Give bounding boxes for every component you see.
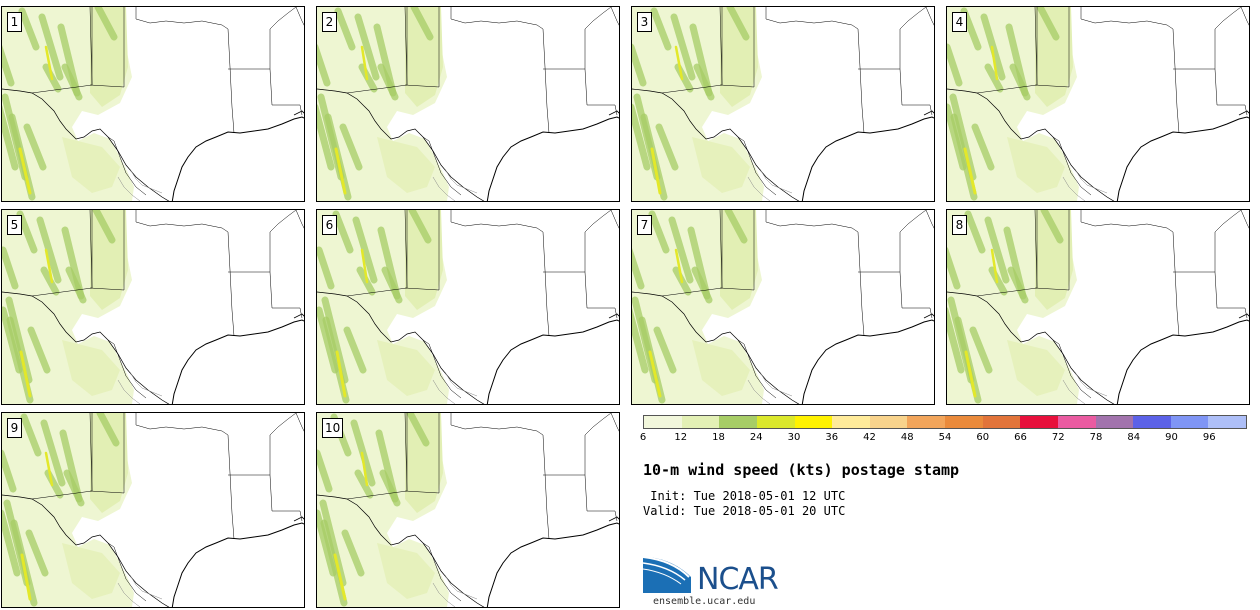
wind-map — [632, 7, 934, 201]
colorbar-segment — [644, 416, 682, 428]
colorbar-segment — [1133, 416, 1171, 428]
colorbar-tick-label: 6 — [639, 432, 647, 443]
member-label: 7 — [637, 215, 652, 235]
colorbar-segment — [1057, 416, 1096, 428]
colorbar-segment — [719, 416, 757, 428]
colorbar-segment — [945, 416, 983, 428]
wind-map — [2, 7, 304, 201]
colorbar-tick-label: 24 — [749, 432, 763, 443]
colorbar-segment — [1095, 416, 1134, 428]
wind-map — [2, 413, 304, 607]
colorbar-tick-label: 72 — [1051, 432, 1065, 443]
colorbar-tick-label: 78 — [1089, 432, 1103, 443]
ncar-wordmark: NCAR — [697, 562, 779, 597]
colorbar-segment — [1020, 416, 1058, 428]
member-panel: 6 — [316, 209, 620, 405]
wind-map — [947, 7, 1249, 201]
member-label: 3 — [637, 12, 652, 32]
member-label: 5 — [7, 215, 22, 235]
ncar-logo-icon — [643, 556, 691, 593]
valid-time: Valid: Tue 2018-05-01 20 UTC — [643, 504, 846, 518]
colorbar-tick-label: 96 — [1202, 432, 1216, 443]
member-label: 1 — [7, 12, 22, 32]
colorbar-tick-label: 30 — [787, 432, 801, 443]
colorbar-segment — [756, 416, 795, 428]
init-time: Init: Tue 2018-05-01 12 UTC — [643, 489, 846, 503]
colorbar-tick-labels: 6 12 18 24 30 36 42 48 54 60 66 72 78 84 90 96 — [639, 432, 1247, 446]
colorbar-tick-label: 54 — [938, 432, 952, 443]
colorbar-segment — [982, 416, 1021, 428]
colorbar-segment — [1170, 416, 1209, 428]
member-panel: 1 — [1, 6, 305, 202]
colorbar-tick-label: 90 — [1165, 432, 1178, 443]
colorbar-segment — [1208, 416, 1246, 428]
colorbar-segment — [832, 416, 870, 428]
member-label: 2 — [322, 12, 337, 32]
colorbar-tick-label: 84 — [1127, 432, 1141, 443]
wind-map — [317, 413, 619, 607]
colorbar-tick-label: 48 — [900, 432, 914, 443]
member-label: 6 — [322, 215, 337, 235]
colorbar-tick-label: 60 — [976, 432, 990, 443]
member-panel: 7 — [631, 209, 935, 405]
colorbar-segment — [681, 416, 720, 428]
colorbar-tick-label: 36 — [825, 432, 839, 443]
member-label: 8 — [952, 215, 967, 235]
colorbar-segment — [869, 416, 908, 428]
wind-map — [947, 210, 1249, 404]
member-label: 4 — [952, 12, 967, 32]
wind-speed-colorbar — [643, 415, 1247, 429]
wind-map — [317, 7, 619, 201]
wind-map — [2, 210, 304, 404]
colorbar-tick-label: 42 — [863, 432, 876, 443]
colorbar-segment — [907, 416, 945, 428]
member-panel: 5 — [1, 209, 305, 405]
member-panel: 9 — [1, 412, 305, 608]
wind-map — [632, 210, 934, 404]
member-panel: 10 — [316, 412, 620, 608]
member-panel: 4 — [946, 6, 1250, 202]
ensemble-url: ensemble.ucar.edu — [653, 596, 756, 607]
member-label: 10 — [322, 418, 344, 438]
member-panel: 3 — [631, 6, 935, 202]
member-panel: 8 — [946, 209, 1250, 405]
member-panel: 2 — [316, 6, 620, 202]
colorbar-tick-label: 12 — [674, 432, 688, 443]
time-info: Init: Tue 2018-05-01 12 UTC Valid: Tue 20… — [643, 489, 845, 519]
wind-map — [317, 210, 619, 404]
colorbar-tick-label: 18 — [712, 432, 725, 443]
product-title: 10-m wind speed (kts) postage stamp — [643, 461, 960, 479]
member-label: 9 — [7, 418, 22, 438]
colorbar-segment — [794, 416, 833, 428]
colorbar-tick-label: 66 — [1014, 432, 1027, 443]
